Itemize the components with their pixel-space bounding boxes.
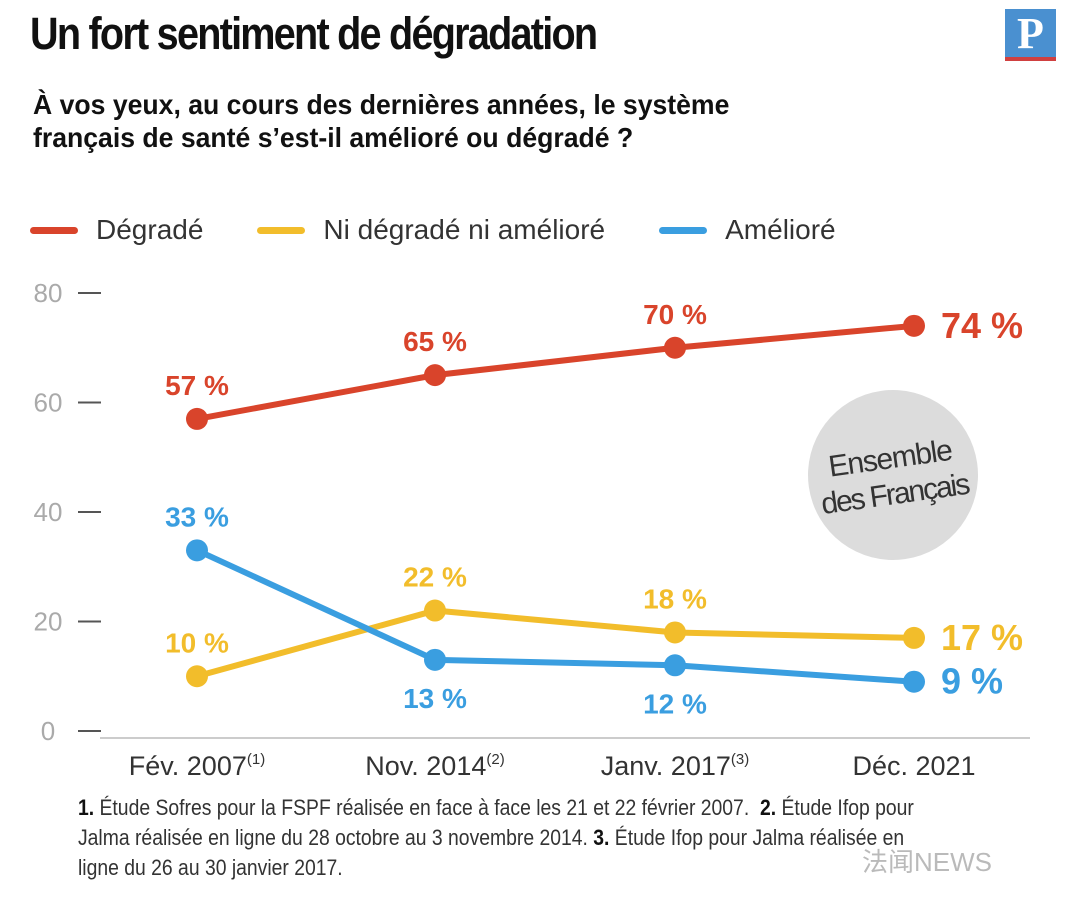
footnote-text: Étude Ifop pour Jalma réalisée en ligne … — [78, 795, 914, 850]
publisher-logo: P — [1005, 9, 1056, 61]
data-label: 22 % — [403, 562, 467, 593]
legend-item-degrade: Dégradé — [30, 214, 203, 246]
legend-swatch — [659, 226, 708, 234]
legend-label: Amélioré — [725, 214, 836, 245]
data-point — [664, 336, 686, 359]
data-point — [903, 670, 925, 693]
legend-item-ameliore: Amélioré — [659, 214, 836, 246]
data-label: 65 % — [403, 326, 467, 357]
legend: Dégradé Ni dégradé ni amélioré Amélioré — [30, 214, 890, 246]
data-point — [664, 621, 686, 644]
footnotes: 1. Étude Sofres pour la FSPF réalisée en… — [78, 793, 938, 883]
footnote-text: Étude Ifop pour Jalma réalisée en ligne … — [78, 825, 905, 880]
legend-item-ni: Ni dégradé ni amélioré — [257, 214, 605, 246]
legend-label: Ni dégradé ni amélioré — [323, 214, 606, 245]
data-point — [424, 599, 446, 622]
series-line-1 — [196, 322, 915, 422]
footnote-number: 3. — [593, 825, 610, 850]
legend-swatch — [30, 226, 78, 234]
y-tick-label: 20 — [34, 607, 63, 637]
series-line-3 — [195, 547, 915, 685]
x-tick-label: Déc. 2021 — [852, 751, 975, 781]
legend-swatch — [257, 226, 306, 234]
x-tick-label: Nov. 2014(2) — [365, 751, 504, 781]
data-label: 9 % — [941, 661, 1003, 702]
series-line-2 — [196, 607, 915, 680]
y-tick-label: 40 — [34, 497, 63, 527]
y-tick-label: 80 — [34, 278, 63, 308]
footnote-number: 2. — [759, 795, 777, 820]
y-tick-label: 60 — [34, 388, 63, 418]
footnote-text: Étude Sofres pour la FSPF réalisée en fa… — [99, 795, 750, 820]
legend-label: Dégradé — [96, 214, 204, 245]
data-label: 33 % — [165, 501, 229, 532]
chart-subtitle: À vos yeux, au cours des dernières année… — [33, 89, 730, 153]
data-label: 13 % — [403, 683, 467, 714]
data-point — [664, 654, 686, 677]
data-label: 74 % — [941, 305, 1023, 346]
data-point — [903, 314, 925, 337]
data-label: 10 % — [165, 627, 229, 658]
y-tick-label: 0 — [41, 716, 55, 746]
footnote-number: 1. — [78, 795, 95, 820]
data-point — [424, 364, 446, 387]
data-point — [186, 665, 208, 688]
data-point — [186, 539, 208, 562]
data-point — [903, 626, 925, 649]
data-label: 70 % — [643, 299, 707, 330]
x-tick-label: Janv. 2017(3) — [601, 751, 749, 781]
data-label: 57 % — [165, 370, 229, 401]
x-tick-label: Fév. 2007(1) — [129, 751, 265, 781]
data-label: 12 % — [643, 688, 707, 719]
data-point — [186, 407, 208, 430]
chart-title: Un fort sentiment de dégradation — [30, 8, 598, 59]
data-point — [424, 648, 446, 671]
data-label: 18 % — [643, 583, 707, 614]
annotation-circle — [808, 390, 978, 560]
watermark: 法闻NEWS — [862, 847, 993, 877]
data-label: 17 % — [941, 617, 1023, 658]
